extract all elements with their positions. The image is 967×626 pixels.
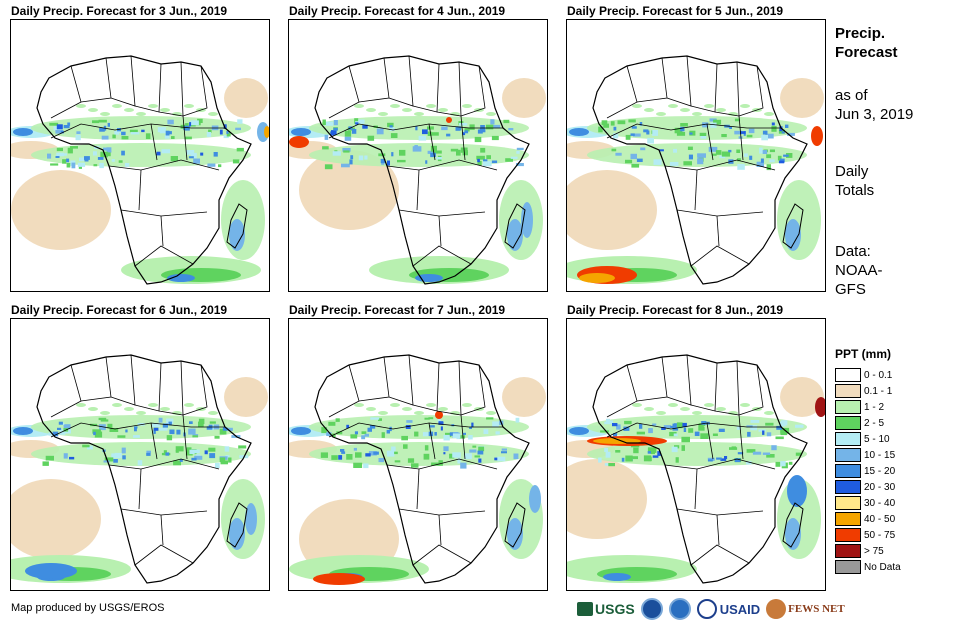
precip-map-jun6 <box>10 318 270 591</box>
legend-title: PPT (mm) <box>835 347 892 361</box>
legend-label: No Data <box>864 561 901 573</box>
panel-title-2: Daily Precip. Forecast for 4 Jun., 2019 <box>289 4 506 18</box>
usgs-logo-text: USGS <box>595 601 635 617</box>
usaid-logo: USAID <box>696 599 761 619</box>
usaid-logo-text: USAID <box>719 601 761 617</box>
side-title-line2: Forecast <box>835 44 898 61</box>
legend-item: 5 - 10 <box>835 431 901 447</box>
precip-map-jun3 <box>10 19 270 292</box>
legend-swatch <box>835 496 861 510</box>
legend-label: 0.1 - 1 <box>864 385 893 397</box>
usgs-mark-icon <box>577 602 593 616</box>
daily-totals-line2: Totals <box>835 182 875 199</box>
nasa-logo-icon <box>668 598 691 620</box>
as-of-date: as of Jun 3, 2019 <box>835 86 913 124</box>
legend-item: 1 - 2 <box>835 399 901 415</box>
daily-totals-line1: Daily <box>835 163 869 180</box>
fews-logo-text: FEWS NET <box>788 603 845 615</box>
legend-item: 40 - 50 <box>835 511 901 527</box>
legend-swatch <box>835 416 861 430</box>
precip-map-jun5 <box>566 19 826 292</box>
legend-label: 2 - 5 <box>864 417 885 429</box>
legend-label: 40 - 50 <box>864 513 896 525</box>
fews-globe-icon <box>766 599 787 619</box>
daily-totals-label: Daily Totals <box>835 162 874 200</box>
legend-swatch <box>835 400 861 414</box>
side-title: Precip. Forecast <box>835 24 898 62</box>
legend-item: 0 - 0.1 <box>835 367 901 383</box>
fews-net-logo: FEWS NET <box>766 599 845 619</box>
legend-item: 10 - 15 <box>835 447 901 463</box>
legend-label: 1 - 2 <box>864 401 885 413</box>
panel-title-5: Daily Precip. Forecast for 7 Jun., 2019 <box>289 303 506 317</box>
legend-rows: 0 - 0.1 0.1 - 1 1 - 2 2 - 5 5 - 10 10 - 15 15 … <box>835 367 901 575</box>
legend-swatch <box>835 368 861 382</box>
legend-label: 5 - 10 <box>864 433 890 445</box>
legend-swatch <box>835 432 861 446</box>
legend-label: 30 - 40 <box>864 497 896 509</box>
map-credit: Map produced by USGS/EROS <box>11 602 165 614</box>
data-source: Data: NOAA- GFS <box>835 242 883 299</box>
legend-swatch <box>835 544 861 558</box>
precip-map-jun4 <box>288 19 548 292</box>
panel-title-3: Daily Precip. Forecast for 5 Jun., 2019 <box>567 4 784 18</box>
data-source-line2: NOAA- <box>835 262 883 279</box>
legend-swatch <box>835 560 861 574</box>
legend-label: > 75 <box>864 545 884 557</box>
legend-item: 0.1 - 1 <box>835 383 901 399</box>
as-of-line1: as of <box>835 87 868 104</box>
precip-map-jun7 <box>288 318 548 591</box>
precip-map-jun8 <box>566 318 826 591</box>
partner-logos: USGS USAID FEWS NET <box>577 596 845 622</box>
legend-label: 15 - 20 <box>864 465 896 477</box>
usgs-logo: USGS <box>577 601 635 617</box>
side-title-line1: Precip. <box>835 25 886 42</box>
legend-swatch <box>835 464 861 478</box>
legend-item: 20 - 30 <box>835 479 901 495</box>
legend-label: 20 - 30 <box>864 481 896 493</box>
legend-swatch <box>835 528 861 542</box>
legend-item: 50 - 75 <box>835 527 901 543</box>
panel-title-1: Daily Precip. Forecast for 3 Jun., 2019 <box>11 4 228 18</box>
legend-swatch <box>835 384 861 398</box>
usaid-seal-icon <box>696 599 717 619</box>
legend-item: 30 - 40 <box>835 495 901 511</box>
ppt-legend: PPT (mm) 0 - 0.1 0.1 - 1 1 - 2 2 - 5 5 - 10 1… <box>835 347 901 575</box>
legend-item: 15 - 20 <box>835 463 901 479</box>
legend-item: No Data <box>835 559 901 575</box>
noaa-logo-icon <box>640 598 663 620</box>
legend-swatch <box>835 512 861 526</box>
panel-title-6: Daily Precip. Forecast for 8 Jun., 2019 <box>567 303 784 317</box>
panel-title-4: Daily Precip. Forecast for 6 Jun., 2019 <box>11 303 228 317</box>
legend-item: > 75 <box>835 543 901 559</box>
legend-swatch <box>835 480 861 494</box>
legend-item: 2 - 5 <box>835 415 901 431</box>
legend-label: 50 - 75 <box>864 529 896 541</box>
legend-label: 0 - 0.1 <box>864 369 893 381</box>
data-source-line1: Data: <box>835 243 871 260</box>
legend-label: 10 - 15 <box>864 449 896 461</box>
legend-swatch <box>835 448 861 462</box>
data-source-line3: GFS <box>835 281 866 298</box>
as-of-line2: Jun 3, 2019 <box>835 106 914 123</box>
